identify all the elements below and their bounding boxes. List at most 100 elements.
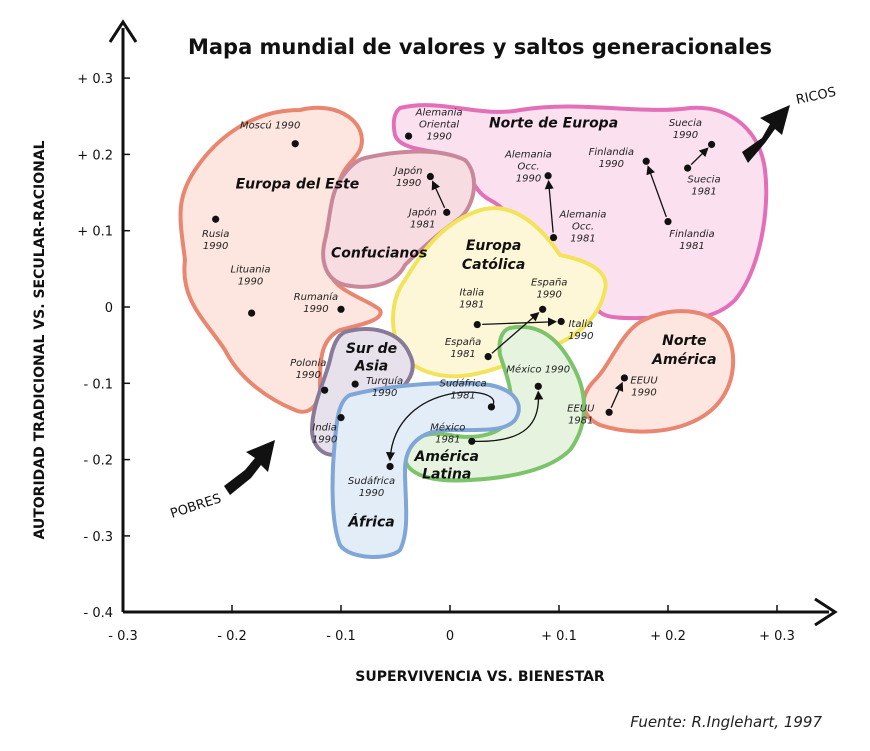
- data-point-label: España 1990: [531, 278, 567, 301]
- data-point: [468, 437, 476, 445]
- data-point-label: EEUU 1990: [630, 375, 658, 398]
- region-shape-america-latina: [402, 324, 587, 483]
- y-axis-arrowhead: [108, 19, 138, 43]
- axes: - 0.3 - 0.2 - 0.1 0 + 0.1 + 0.2 + 0.3 + 0.3 + 0.…: [77, 19, 838, 644]
- x-tick-label: - 0.2: [217, 629, 247, 644]
- region-shape-africa: [330, 381, 521, 559]
- x-tick-label: - 0.3: [108, 629, 138, 644]
- data-point: [684, 164, 692, 172]
- x-axis-arrowhead: [814, 597, 838, 627]
- data-point: [337, 414, 345, 422]
- x-tick-label: + 0.3: [759, 629, 795, 644]
- data-point: [487, 403, 496, 411]
- data-point: [534, 382, 542, 390]
- trajectory-arrow: [690, 147, 709, 166]
- region-label: Europa del Este: [236, 177, 360, 193]
- data-point-label: España 1981: [445, 337, 481, 360]
- region-label: Confucianos: [331, 245, 427, 261]
- y-tick-label: + 0.1: [77, 225, 113, 240]
- trajectory-arrow: [482, 317, 558, 327]
- region-label: Sur de: [346, 341, 397, 357]
- rich-arrow: RICOS: [742, 85, 837, 163]
- data-point: [321, 386, 329, 394]
- x-tick-label: + 0.2: [650, 629, 686, 644]
- data-point: [248, 309, 256, 317]
- data-point-label: Alemania Oriental 1990: [415, 107, 463, 142]
- region-label: América: [651, 352, 716, 368]
- trajectory-arrows: [385, 147, 709, 462]
- data-point: [605, 408, 613, 416]
- data-point: [549, 233, 558, 242]
- chart-title: Mapa mundial de valores y saltos generac…: [188, 35, 772, 59]
- data-point: [426, 172, 434, 181]
- y-tick-label: 0: [105, 301, 113, 316]
- data-point-label: México 1981: [430, 422, 465, 446]
- data-point: [212, 215, 220, 223]
- data-point: [544, 172, 552, 180]
- region-label: Europa: [466, 238, 522, 254]
- data-point-label: Suecia 1990: [669, 118, 702, 141]
- data-point: [708, 140, 716, 149]
- data-point-label: Japón 1981: [407, 206, 437, 230]
- poor-arrow-shape: [224, 440, 275, 495]
- data-point-label: Finlandia 1981: [669, 229, 714, 252]
- data-point: [291, 140, 299, 148]
- data-point: [557, 317, 565, 326]
- region-labels: Europa del Este Norte de Europa Confuciano…: [236, 116, 717, 531]
- trajectory-arrow: [491, 312, 540, 354]
- source-note: Fuente: R.Inglehart, 1997: [630, 713, 822, 731]
- y-tick-label: - 0.2: [84, 454, 114, 469]
- x-tick-label: - 0.1: [326, 629, 356, 644]
- data-point: [539, 305, 547, 313]
- trajectory-arrow: [471, 390, 544, 442]
- region-label: Norte: [662, 333, 706, 349]
- poor-label: POBRES: [169, 491, 224, 521]
- region-shapes: [178, 103, 769, 559]
- data-point-label: Alemania Occ. 1981: [559, 210, 607, 245]
- rich-label: RICOS: [795, 85, 838, 108]
- trajectory-arrow: [431, 180, 446, 209]
- region-label: América: [414, 449, 479, 465]
- y-tick-label: + 0.3: [77, 72, 113, 87]
- y-axis-label: AUTORIDAD TRADICIONAL VS. SECULAR-RACION…: [32, 140, 48, 539]
- data-point-label: Japón 1990: [393, 165, 423, 189]
- x-tick-label: 0: [446, 629, 454, 644]
- data-point: [386, 462, 394, 471]
- data-point-label: Alemania Occ. 1990: [504, 149, 552, 184]
- y-tick-label: - 0.1: [84, 377, 114, 392]
- data-point: [642, 157, 650, 165]
- data-point-label: Rusia 1990: [202, 229, 229, 252]
- data-point: [664, 217, 672, 226]
- data-point-label: Sudáfrica 1990: [348, 475, 395, 499]
- trajectory-arrow: [610, 381, 624, 408]
- region-shape-norte-america: [581, 309, 736, 434]
- data-point-label: Finlandia 1990: [589, 147, 634, 170]
- region-label: Asia: [354, 358, 388, 374]
- data-point-label: Sudáfrica 1981: [439, 377, 486, 401]
- region-label: África: [347, 514, 394, 531]
- data-point-label: Turquía 1990: [366, 375, 403, 399]
- x-axis-label: SUPERVIVENCIA VS. BIENESTAR: [355, 669, 605, 685]
- data-point: [351, 380, 359, 388]
- data-point-label: EEUU 1981: [567, 404, 595, 427]
- y-tick-label: - 0.3: [84, 530, 114, 545]
- y-tick-label: - 0.4: [84, 606, 114, 621]
- data-point-label: Lituania 1990: [231, 265, 271, 288]
- region-label: Norte de Europa: [489, 116, 618, 132]
- data-point-label: Italia 1990: [568, 319, 593, 342]
- x-tick-label: + 0.1: [541, 629, 577, 644]
- data-point-label: Polonia 1990: [290, 358, 326, 381]
- data-point: [620, 374, 629, 382]
- data-point-label: Moscú 1990: [240, 119, 300, 131]
- trajectory-arrow: [385, 391, 495, 462]
- trajectory-arrow: [646, 165, 667, 218]
- region-label: Latina: [422, 467, 471, 483]
- region-label: Católica: [462, 257, 525, 273]
- data-point: [443, 208, 451, 216]
- data-point: [404, 132, 413, 140]
- data-point-label: México 1990: [506, 364, 570, 376]
- data-point: [484, 352, 492, 361]
- y-tick-label: + 0.2: [77, 148, 113, 163]
- data-point: [473, 320, 481, 329]
- data-point: [337, 305, 345, 313]
